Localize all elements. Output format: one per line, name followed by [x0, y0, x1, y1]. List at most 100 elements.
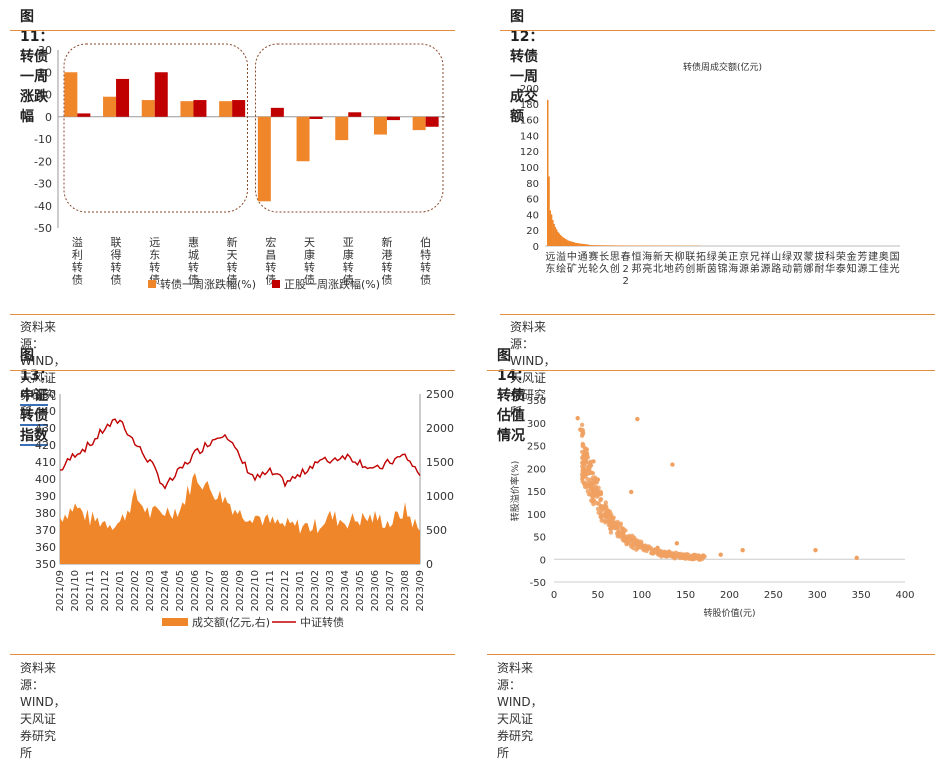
y-tick-label: 0	[533, 242, 539, 253]
bar	[77, 113, 90, 116]
scatter-point	[599, 504, 603, 508]
scatter-point	[585, 477, 589, 481]
x-tick-label: 海亮	[642, 250, 652, 275]
y-tick-label-right: 500	[426, 524, 447, 537]
scatter-point	[855, 556, 859, 560]
x-tick-label: 天地	[664, 252, 674, 275]
x-tick-label: 0	[551, 590, 557, 601]
scatter-point	[623, 539, 627, 543]
y-tick-label: 200	[520, 84, 539, 95]
x-tick-label: 200	[720, 590, 739, 601]
y-tick-label: 350	[527, 396, 546, 407]
scatter-point	[611, 523, 615, 527]
y-tick-label: -20	[34, 155, 52, 168]
scatter-point	[740, 548, 744, 552]
y-tick-label: 140	[520, 131, 539, 142]
weekly-change-chart: 3020100-10-20-30-40-50溢利转债联得转债远东转债惠城转债新天…	[10, 34, 455, 299]
x-tick-label: 250	[764, 590, 783, 601]
x-tick-label: 科华	[825, 250, 835, 275]
y-tick-label-right: 1000	[426, 490, 454, 503]
y-tick-label-right: 1500	[426, 456, 454, 469]
y-tick-label-left: 420	[35, 439, 56, 452]
y-tick-label: 0	[540, 555, 546, 566]
scatter-point	[616, 520, 620, 524]
highlight-frame-gainers	[64, 44, 248, 212]
y-tick-label: 160	[520, 116, 539, 127]
x-tick-label: 京源	[739, 250, 749, 275]
scatter-point	[580, 423, 584, 427]
source-divider	[10, 654, 455, 655]
y-tick-label: 200	[527, 464, 546, 475]
y-tick-label: 40	[526, 210, 539, 221]
y-tick-label: 150	[527, 487, 546, 498]
x-tick-label: 金知	[847, 250, 857, 275]
y-axis-label: 转股溢价率(%)	[509, 461, 521, 522]
bar	[271, 108, 284, 117]
scatter-point	[604, 505, 608, 509]
y-tick-label: 180	[520, 100, 539, 111]
x-tick-label: 通光	[578, 251, 588, 275]
bar	[103, 97, 116, 117]
x-tick-label: 2021/11	[85, 570, 96, 612]
y-tick-label-right: 0	[426, 558, 433, 571]
x-tick-label: 绿动	[782, 250, 792, 275]
x-tick-label: 400	[895, 590, 914, 601]
y-tick-label: 20	[38, 66, 52, 79]
scatter-point	[631, 539, 635, 543]
x-tick-label: 祥源	[761, 250, 771, 275]
x-tick-label: 溢利转债	[72, 235, 83, 287]
x-tick-label: 宏昌转债	[265, 235, 276, 287]
x-tick-label: 美锦	[718, 250, 728, 275]
x-tick-label: 远东	[545, 251, 555, 275]
y-tick-label-left: 450	[35, 388, 56, 401]
y-tick-label: 30	[38, 44, 52, 57]
y-tick-label-left: 380	[35, 507, 56, 520]
x-tick-label: 300	[808, 590, 827, 601]
x-tick-label: 赛轮	[588, 250, 598, 275]
scatter-point	[596, 477, 600, 481]
bar	[64, 72, 77, 117]
y-tick-label: 60	[526, 195, 539, 206]
scatter-point	[604, 500, 608, 504]
y-tick-label: 50	[533, 533, 546, 544]
title-divider	[500, 30, 935, 31]
scatter-point	[675, 541, 679, 545]
x-tick-label: 思创	[610, 251, 620, 275]
bar	[232, 100, 245, 117]
scatter-point	[700, 557, 704, 561]
y-tick-label: 80	[526, 179, 539, 190]
x-tick-label: 50	[592, 590, 605, 601]
x-tick-label: 2021/09	[55, 570, 66, 612]
x-tick-label: 350	[852, 590, 871, 601]
x-tick-label: 2021/10	[70, 570, 81, 612]
x-tick-label: 2023/02	[310, 570, 321, 612]
scatter-point	[602, 518, 606, 522]
bar	[155, 72, 168, 117]
scatter-point	[644, 544, 648, 548]
x-tick-label: 2022/12	[280, 570, 291, 612]
x-tick-label: 拓斯	[696, 251, 706, 275]
scatter-point	[587, 468, 591, 472]
scatter-point	[606, 511, 610, 515]
legend-label: 转债一周涨跌幅(%)	[160, 277, 256, 291]
x-tick-label: 山路	[771, 251, 781, 275]
x-tick-label: 远东转债	[149, 236, 160, 287]
bar	[297, 117, 310, 162]
x-tick-label: 奥佳	[879, 250, 889, 275]
scatter-point	[583, 446, 587, 450]
scatter-point	[655, 546, 659, 550]
scatter-point	[580, 432, 584, 436]
x-tick-label: 2022/10	[250, 570, 261, 612]
scatter-point	[598, 498, 602, 502]
scatter-point	[588, 484, 592, 488]
x-tick-label: 2023/06	[370, 570, 381, 612]
x-tick-label: 2022/02	[130, 570, 141, 612]
x-tick-label: 2022/01	[115, 570, 126, 612]
scatter-point	[719, 553, 723, 557]
y-tick-label: -50	[34, 222, 52, 235]
chart-title: 转债周成交额(亿元)	[683, 61, 762, 73]
x-tick-label: 2021/12	[100, 570, 111, 612]
scatter-point	[591, 495, 595, 499]
volume-area	[60, 473, 420, 564]
